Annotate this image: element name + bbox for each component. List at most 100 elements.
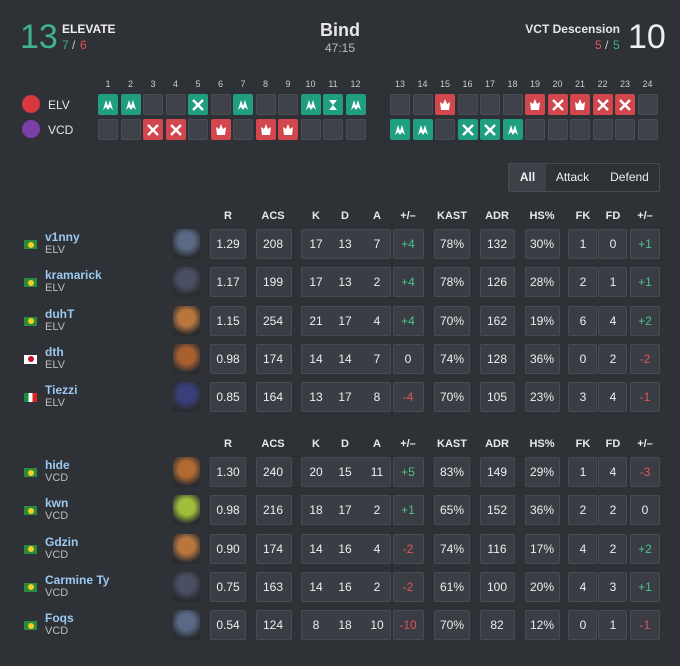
round-result <box>278 119 298 140</box>
player-name[interactable]: duhT <box>45 306 75 321</box>
round-icon <box>169 123 182 136</box>
stat-cell <box>480 571 515 602</box>
stat-value: 6 <box>579 313 587 328</box>
separator: / <box>605 38 609 52</box>
stat-value: 61% <box>439 579 465 594</box>
round-number: 17 <box>484 79 495 89</box>
stat-value: 7 <box>373 351 381 366</box>
round-number: 20 <box>552 79 563 89</box>
stat-cell <box>256 495 292 526</box>
column-header: D <box>341 438 349 450</box>
stat-cell <box>480 229 515 259</box>
stat-cell <box>568 267 597 298</box>
flag-emblem <box>27 279 34 286</box>
stat-value: 70% <box>439 313 465 328</box>
round-number: 24 <box>642 79 653 89</box>
stat-value: -4 <box>402 390 414 405</box>
flag <box>24 278 37 288</box>
player-avatar <box>173 457 200 487</box>
stat-value: 126 <box>486 275 508 290</box>
stat-cell <box>568 610 597 641</box>
stat-cell <box>630 457 660 487</box>
stat-value: 2 <box>373 579 381 594</box>
player-name[interactable]: hide <box>45 458 70 472</box>
round-result <box>120 94 141 115</box>
column-header: FK <box>575 210 591 222</box>
player-name[interactable]: Foqs <box>45 611 74 626</box>
round-result <box>502 119 523 140</box>
round-result <box>143 119 163 140</box>
round-result <box>390 94 410 115</box>
stat-cell <box>393 533 424 564</box>
stat-value: 10 <box>370 618 384 633</box>
tab[interactable]: All <box>509 164 546 191</box>
column-header: FK <box>575 438 591 450</box>
stat-value: 174 <box>262 541 284 556</box>
stat-cell <box>598 495 627 526</box>
player-name[interactable]: kramarick <box>45 268 102 283</box>
stat-cell <box>393 457 424 487</box>
column-header: ACS <box>261 438 285 450</box>
column-header: R <box>224 438 232 450</box>
stat-cell <box>598 457 627 487</box>
tab[interactable]: Attack <box>555 170 590 184</box>
player-name[interactable]: v1nny <box>45 230 80 244</box>
round-number: 8 <box>262 79 268 89</box>
player-name[interactable]: Gdzin <box>45 534 79 549</box>
stat-cell <box>210 382 246 413</box>
round-result <box>210 94 231 115</box>
tab[interactable]: Defend <box>610 170 649 184</box>
stat-cell <box>301 610 391 641</box>
flag <box>24 354 37 364</box>
stat-cell <box>301 382 391 413</box>
stat-cell <box>210 343 246 374</box>
stat-value: 20% <box>529 579 555 594</box>
stat-cell <box>210 495 246 526</box>
stat-value: 18 <box>338 618 352 633</box>
stat-value: +1 <box>638 275 652 290</box>
round-number: 19 <box>529 79 540 89</box>
stat-cell <box>630 533 660 564</box>
team2-score: 10 <box>628 18 666 56</box>
round-result <box>165 94 186 115</box>
player-name[interactable]: Carmine Ty <box>45 572 110 587</box>
round-icon <box>238 99 248 110</box>
flag-emblem <box>27 546 34 553</box>
player-avatar <box>173 267 200 298</box>
round-icon <box>484 123 496 136</box>
stat-cell <box>301 343 391 374</box>
column-header: KAST <box>437 438 467 450</box>
stat-value: 3 <box>579 390 587 405</box>
round-result <box>412 94 433 115</box>
column-header: FD <box>605 210 621 222</box>
stat-cell <box>598 267 627 298</box>
column-header: K <box>312 438 320 450</box>
player-name[interactable]: dth <box>45 344 64 359</box>
stat-cell <box>568 305 597 336</box>
round-number: 2 <box>127 79 133 89</box>
stat-cell <box>525 495 560 526</box>
round-number: 9 <box>285 79 291 89</box>
stat-cell <box>434 343 470 374</box>
player-name[interactable]: Tiezzi <box>45 383 78 398</box>
stat-cell <box>256 382 292 413</box>
stat-value: 124 <box>262 618 284 633</box>
stat-value: 4 <box>609 465 617 479</box>
player-team: VCD <box>45 472 69 484</box>
stat-value: 74% <box>439 541 465 556</box>
stat-value: 18 <box>309 503 323 518</box>
player-name[interactable]: kwn <box>45 496 69 511</box>
round-number: 12 <box>350 79 361 89</box>
flag <box>24 506 37 516</box>
round-result <box>300 94 321 115</box>
stat-cell <box>480 382 515 413</box>
round-result <box>592 119 613 140</box>
stat-cell <box>210 457 246 487</box>
stat-value: 11 <box>370 465 384 479</box>
stat-value: 82 <box>490 618 504 633</box>
round-number: 7 <box>240 79 246 89</box>
round-result <box>233 94 253 115</box>
stat-value: 4 <box>609 313 617 328</box>
player-avatar <box>173 610 200 641</box>
